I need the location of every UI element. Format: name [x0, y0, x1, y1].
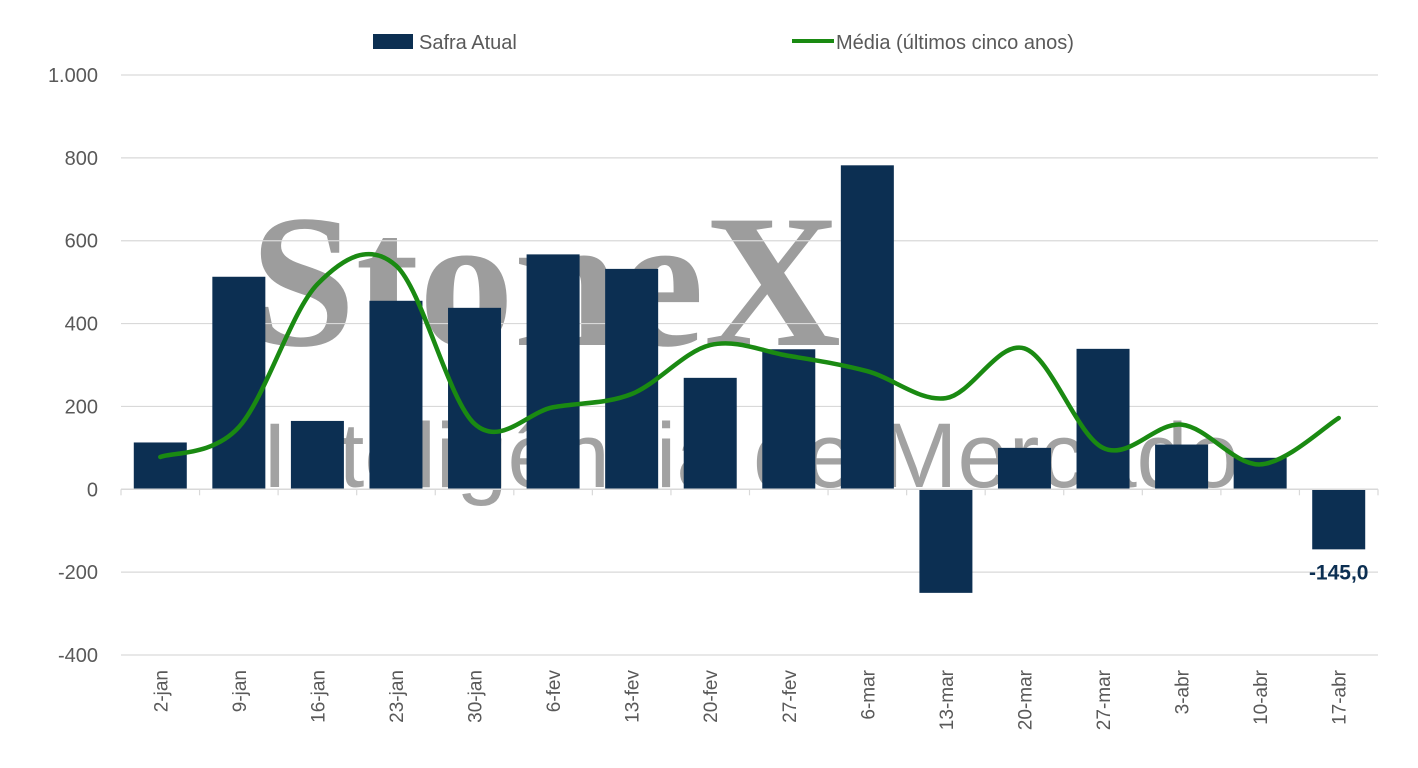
average-line — [158, 251, 1341, 467]
bar — [605, 268, 659, 490]
y-tick-label: 600 — [65, 231, 98, 253]
x-tick-label: 23-jan — [387, 670, 408, 723]
bar — [997, 447, 1051, 490]
x-tick-label: 16-jan — [308, 670, 329, 723]
legend-line-label: Média (últimos cinco anos) — [836, 32, 1074, 54]
y-axis: 1.000 800 600 400 200 0 -200 -400 — [48, 65, 98, 667]
bar — [1076, 348, 1130, 490]
x-tick-label: 10-abr — [1251, 669, 1272, 725]
y-tick-label: 400 — [65, 314, 98, 336]
bar — [1312, 489, 1366, 550]
gridlines — [121, 74, 1378, 656]
x-tick-label: 20-mar — [1015, 669, 1036, 730]
x-tick-label: 6-fev — [544, 670, 565, 713]
x-tick-label: 9-jan — [230, 670, 251, 712]
x-tick-label: 30-jan — [466, 670, 487, 723]
legend-bar-label: Safra Atual — [419, 32, 517, 54]
data-labels: -145,0 — [1309, 561, 1369, 584]
y-tick-label: 200 — [65, 396, 98, 418]
bar — [840, 165, 894, 490]
line-series — [158, 251, 1341, 467]
watermark: StoneX Inteligência de Mercado — [250, 177, 1239, 507]
x-tick-label: 3-abr — [1173, 669, 1194, 714]
x-tick-label: 27-fev — [780, 670, 801, 723]
bar — [683, 377, 737, 490]
y-tick-label: -200 — [58, 562, 98, 584]
x-tick-label: 2-jan — [151, 670, 172, 712]
x-tick-label: 6-mar — [858, 669, 879, 719]
bar — [919, 489, 973, 593]
x-tick-label: 27-mar — [1094, 669, 1115, 730]
y-tick-label: 800 — [65, 148, 98, 170]
bar — [762, 349, 816, 490]
legend-bar-swatch — [373, 34, 413, 49]
legend: Safra Atual Média (últimos cinco anos) — [373, 32, 1074, 54]
data-label: -145,0 — [1309, 561, 1369, 584]
x-axis — [120, 488, 1379, 496]
x-tick-label: 17-abr — [1330, 669, 1351, 725]
x-tick-label: 20-fev — [701, 670, 722, 723]
x-axis-labels: 2-jan 9-jan 16-jan 23-jan 30-jan 6-fev 13-fev 2… — [151, 669, 1350, 730]
bar-series — [133, 165, 1366, 593]
bar — [1155, 444, 1209, 490]
bar — [369, 300, 423, 490]
bar — [526, 254, 580, 490]
y-tick-label: 1.000 — [48, 65, 98, 87]
y-tick-label: -400 — [58, 645, 98, 667]
bar — [290, 420, 344, 490]
x-tick-label: 13-mar — [937, 669, 958, 730]
x-tick-label: 13-fev — [623, 670, 644, 723]
bar — [212, 276, 266, 490]
bar — [133, 442, 187, 490]
y-tick-label: 0 — [87, 479, 98, 501]
